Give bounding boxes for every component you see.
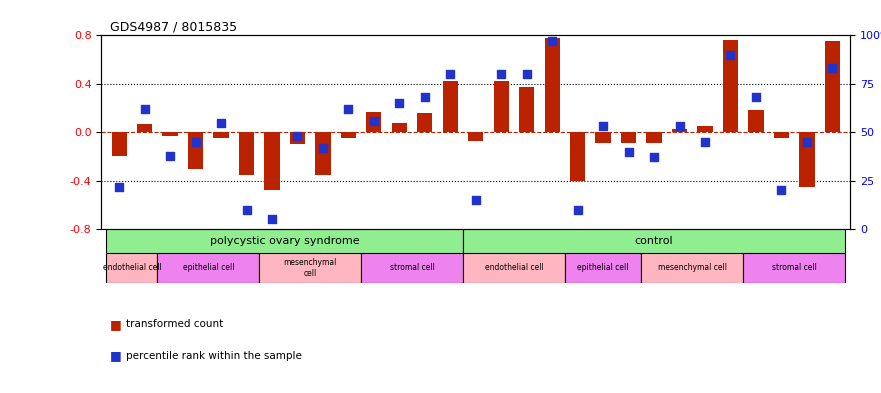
Point (520, 71, 534, 77)
Point (469, 197, 483, 203)
Point (443, 71, 457, 77)
Bar (463, 253, 565, 283)
Bar (418, 113, 433, 132)
Point (774, 187, 788, 193)
Bar (621, 132, 636, 143)
Point (545, 38, 559, 44)
Bar (641, 253, 744, 283)
Bar (188, 132, 204, 169)
Text: endothelial cell: endothelial cell (485, 263, 544, 272)
Point (596, 123, 611, 130)
Point (163, 152, 177, 159)
Bar (442, 81, 458, 132)
Bar (493, 81, 509, 132)
Text: epithelial cell: epithelial cell (577, 263, 629, 272)
Text: epithelial cell: epithelial cell (182, 263, 234, 272)
Point (723, 51, 737, 58)
Text: mesenchymal cell: mesenchymal cell (658, 263, 727, 272)
Point (112, 184, 126, 190)
Point (621, 149, 635, 155)
Point (189, 139, 203, 145)
Text: control: control (634, 236, 673, 246)
Text: GDS4987 / 8015835: GDS4987 / 8015835 (110, 20, 237, 33)
Bar (264, 132, 279, 190)
Point (494, 71, 508, 77)
Bar (239, 132, 254, 174)
Text: endothelial cell: endothelial cell (102, 263, 161, 272)
Point (825, 65, 840, 72)
Point (214, 119, 228, 126)
Bar (366, 112, 381, 132)
Point (291, 133, 305, 139)
Text: ■: ■ (110, 349, 122, 362)
Bar (565, 253, 641, 283)
Bar (744, 253, 845, 283)
Text: polycystic ovary syndrome: polycystic ovary syndrome (210, 236, 359, 246)
Bar (544, 38, 559, 132)
Point (800, 139, 814, 145)
Bar (158, 253, 259, 283)
Point (698, 139, 712, 145)
Bar (519, 88, 534, 132)
Point (366, 118, 381, 124)
Point (672, 123, 686, 130)
Bar (162, 132, 178, 136)
Bar (596, 132, 611, 143)
Bar (799, 132, 815, 187)
Bar (290, 132, 305, 144)
Bar (825, 41, 840, 132)
Point (316, 145, 330, 151)
Point (240, 207, 254, 213)
Bar (570, 132, 585, 181)
Bar (315, 132, 330, 174)
Point (647, 154, 661, 161)
Bar (107, 229, 463, 253)
Text: stromal cell: stromal cell (772, 263, 817, 272)
Bar (259, 253, 361, 283)
Bar (774, 132, 789, 138)
Bar (748, 110, 764, 132)
Bar (647, 132, 662, 143)
Point (749, 94, 763, 101)
Text: transformed count: transformed count (126, 319, 223, 329)
Text: mesenchymal
cell: mesenchymal cell (284, 258, 337, 277)
Point (265, 216, 279, 222)
Bar (392, 123, 407, 132)
Text: percentile rank within the sample: percentile rank within the sample (126, 351, 302, 361)
Bar (463, 229, 845, 253)
Text: stromal cell: stromal cell (389, 263, 434, 272)
Bar (468, 132, 484, 141)
Bar (672, 129, 687, 132)
Bar (137, 124, 152, 132)
Bar (213, 132, 229, 138)
Point (137, 106, 152, 112)
Bar (361, 253, 463, 283)
Bar (722, 40, 738, 132)
Text: ■: ■ (110, 318, 122, 331)
Bar (341, 132, 356, 138)
Bar (107, 253, 158, 283)
Bar (698, 126, 713, 132)
Point (341, 106, 355, 112)
Bar (112, 132, 127, 156)
Point (392, 100, 406, 107)
Point (571, 207, 585, 213)
Point (418, 94, 432, 101)
